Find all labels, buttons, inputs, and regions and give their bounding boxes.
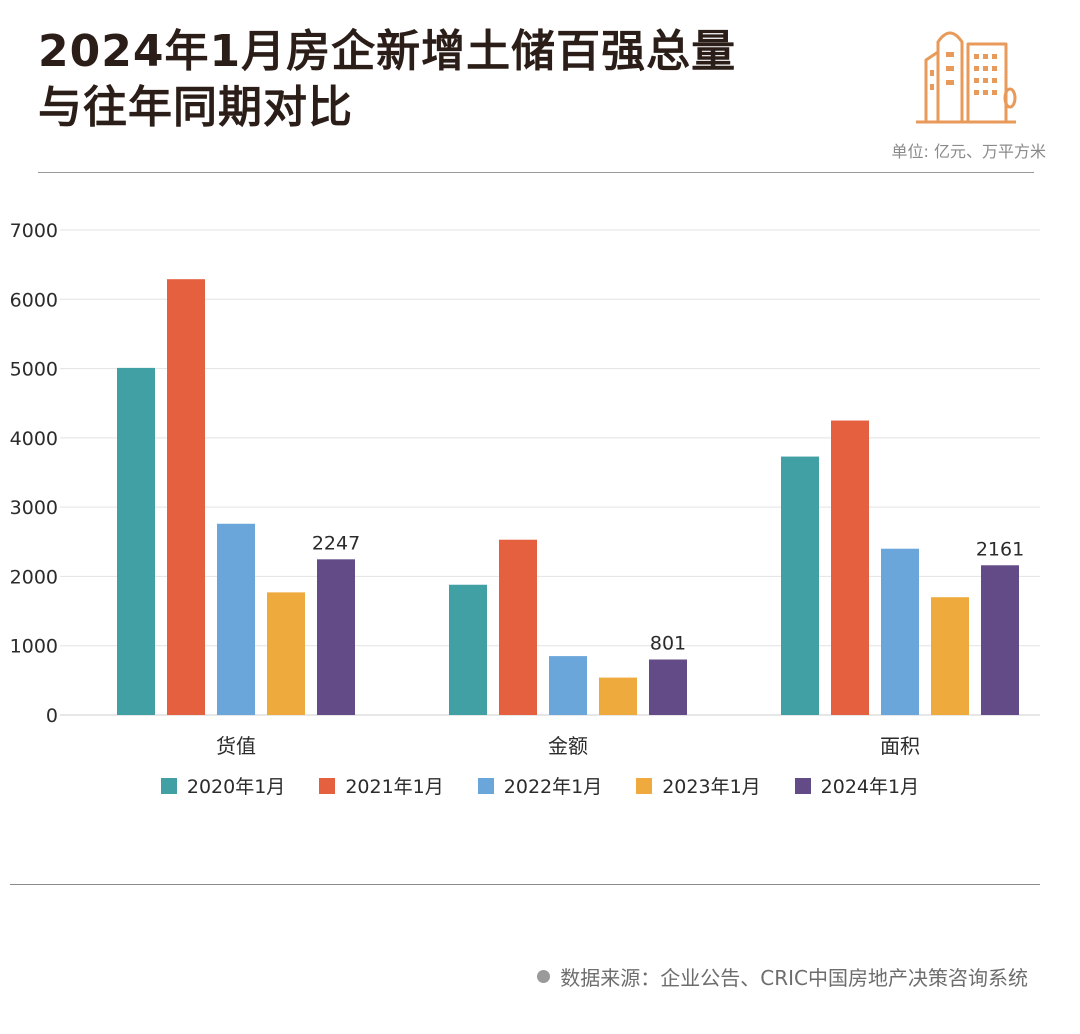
- legend-swatch: [319, 777, 336, 794]
- legend-label: 2023年1月: [662, 776, 761, 798]
- x-tick-label: 金额: [548, 734, 588, 758]
- y-tick-label: 2000: [10, 566, 58, 588]
- bar-2022年1月-货值: [217, 523, 255, 715]
- legend-label: 2022年1月: [503, 776, 603, 798]
- y-tick-label: 5000: [10, 359, 58, 381]
- x-tick-label: 面积: [880, 734, 920, 758]
- legend-swatch: [636, 777, 653, 794]
- bar-2023年1月-金额: [599, 677, 637, 715]
- legend-item: 2021年1月: [319, 772, 444, 799]
- title-line-1: 2024年1月房企新增土储百强总量: [38, 26, 737, 77]
- chart-title: 2024年1月房企新增土储百强总量 与往年同期对比: [38, 24, 736, 136]
- data-label: 2161: [976, 538, 1024, 560]
- bar-2020年1月-金额: [449, 584, 487, 715]
- title-line-2: 与往年同期对比: [38, 82, 353, 133]
- bar-2020年1月-面积: [781, 456, 819, 715]
- bar-2024年1月-货值: [317, 559, 355, 715]
- bar-2021年1月-金额: [499, 539, 537, 715]
- legend-item: 2024年1月: [794, 772, 920, 799]
- legend-label: 2024年1月: [820, 776, 920, 798]
- bar-2020年1月-货值: [117, 367, 155, 715]
- legend-item: 2023年1月: [636, 772, 761, 799]
- source-text: 数据来源：企业公告、CRIC中国房地产决策咨询系统: [560, 966, 1028, 990]
- bottom-divider: [10, 884, 1040, 885]
- bullet-icon: [537, 970, 551, 983]
- legend-label: 2021年1月: [345, 776, 444, 798]
- bar-2024年1月-金额: [649, 659, 687, 715]
- buildings-icon: [916, 31, 1017, 124]
- unit-label: 单位: 亿元、万平方米: [891, 142, 1046, 161]
- y-tick-label: 7000: [10, 220, 58, 242]
- bar-2022年1月-金额: [549, 656, 587, 715]
- legend-item: 2020年1月: [160, 772, 286, 799]
- legend-swatch: [794, 777, 811, 794]
- data-label: 2247: [312, 532, 360, 554]
- bar-2022年1月-面积: [881, 548, 919, 715]
- legend-label: 2020年1月: [186, 776, 286, 798]
- y-tick-label: 3000: [10, 497, 58, 519]
- x-tick-label: 货值: [216, 734, 256, 758]
- bar-2021年1月-面积: [831, 420, 869, 715]
- bar-chart: 0 1000 2000 3000 4000 5000 6000 7000 货值 金额 面积 2247 8…: [10, 220, 1040, 758]
- y-tick-label: 6000: [10, 289, 58, 311]
- chart-legend: 2020年1月 2021年1月 2022年1月 2023年1月 2024年1月: [0, 772, 1080, 799]
- y-tick-label: 4000: [10, 428, 58, 450]
- legend-swatch: [160, 777, 177, 794]
- bar-2024年1月-面积: [981, 565, 1019, 715]
- bar-2021年1月-货值: [167, 279, 205, 715]
- legend-item: 2022年1月: [477, 772, 603, 799]
- bar-2023年1月-货值: [267, 592, 305, 715]
- bar-2023年1月-面积: [931, 597, 969, 715]
- source-note: 数据来源：企业公告、CRIC中国房地产决策咨询系统: [537, 962, 1028, 991]
- data-label: 801: [650, 633, 686, 655]
- legend-swatch: [477, 777, 494, 794]
- top-divider: [38, 172, 1034, 173]
- y-tick-label: 1000: [10, 636, 58, 658]
- y-tick-label: 0: [46, 705, 58, 727]
